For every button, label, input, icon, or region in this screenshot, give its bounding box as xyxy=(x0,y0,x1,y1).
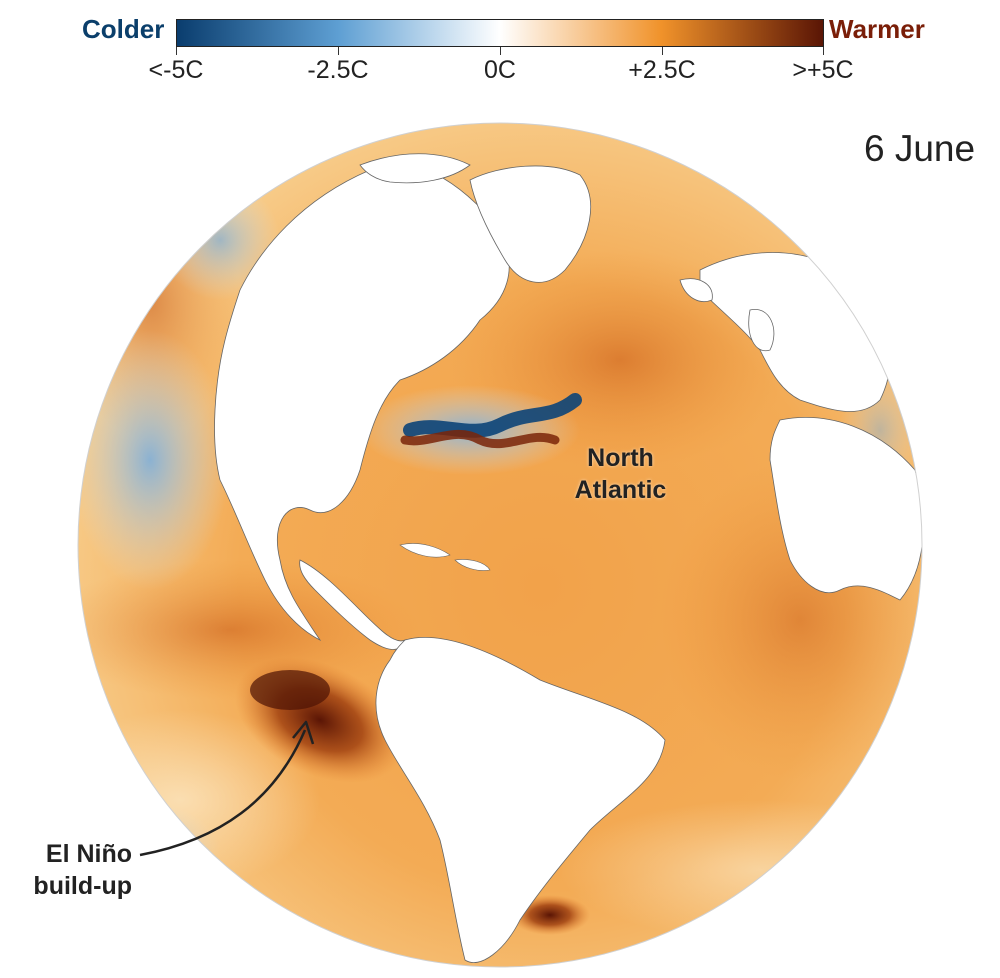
temperature-legend: Colder <-5C -2.5C 0C +2.5C >+5C Warmer xyxy=(0,0,1000,95)
arrowhead-icon xyxy=(292,720,315,745)
legend-tick xyxy=(338,47,339,55)
legend-colder-label: Colder xyxy=(82,14,165,44)
legend-tick-label: <-5C xyxy=(148,56,204,84)
date-label: 6 June xyxy=(864,128,976,169)
legend-color-bar xyxy=(176,19,824,47)
land-greenland xyxy=(469,165,592,283)
legend-tick-label: +2.5C xyxy=(628,56,696,84)
legend-tick xyxy=(823,47,824,55)
curved-arrow-icon xyxy=(139,729,307,857)
legend-tick-label: -2.5C xyxy=(307,56,369,84)
north-atlantic-label-line2: Atlantic xyxy=(574,476,667,504)
el-nino-label-line1: El Niño xyxy=(45,840,132,868)
land-africa xyxy=(769,417,922,601)
el-nino-label: El Niño build-up xyxy=(20,838,132,902)
legend-tick xyxy=(662,47,663,55)
el-nino-label-line2: build-up xyxy=(33,872,132,900)
land-south-america xyxy=(375,637,666,963)
north-atlantic-label-line1: North xyxy=(587,444,654,472)
legend-tick xyxy=(176,47,177,55)
legend-warmer-label: Warmer xyxy=(829,14,925,44)
north-atlantic-label: North Atlantic xyxy=(568,442,673,506)
land-north-america xyxy=(214,163,510,642)
legend-tick-label: 0C xyxy=(484,56,516,84)
land-central-america xyxy=(299,559,406,650)
globe-surface xyxy=(78,123,922,967)
legend-tick-label: >+5C xyxy=(792,56,854,84)
globe-outline xyxy=(77,122,923,968)
legend-tick xyxy=(500,47,501,55)
